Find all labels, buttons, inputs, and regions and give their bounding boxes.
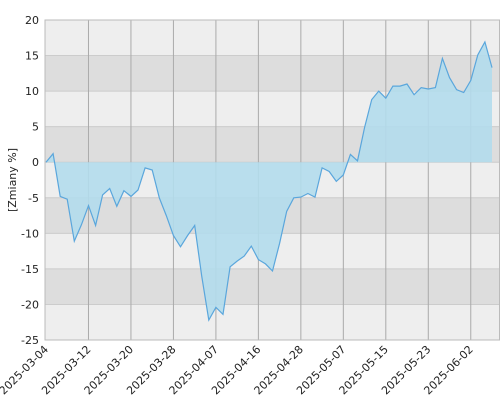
y-tick-label: -15 (21, 263, 39, 276)
y-tick-label: -25 (21, 334, 39, 347)
grid-band (45, 268, 500, 305)
y-tick-label: -10 (21, 227, 39, 240)
y-tick-label: 20 (25, 14, 39, 27)
y-tick-label: -5 (28, 192, 39, 205)
y-axis-label: [Zmiany %] (6, 148, 19, 212)
y-tick-label: 0 (32, 156, 39, 169)
y-tick-label: 15 (25, 50, 39, 63)
y-tick-label: 5 (32, 121, 39, 134)
y-tick-label: -20 (21, 298, 39, 311)
grid-band (45, 55, 500, 92)
area (46, 42, 492, 321)
y-tick-label: 10 (25, 85, 39, 98)
line (45, 40, 493, 322)
